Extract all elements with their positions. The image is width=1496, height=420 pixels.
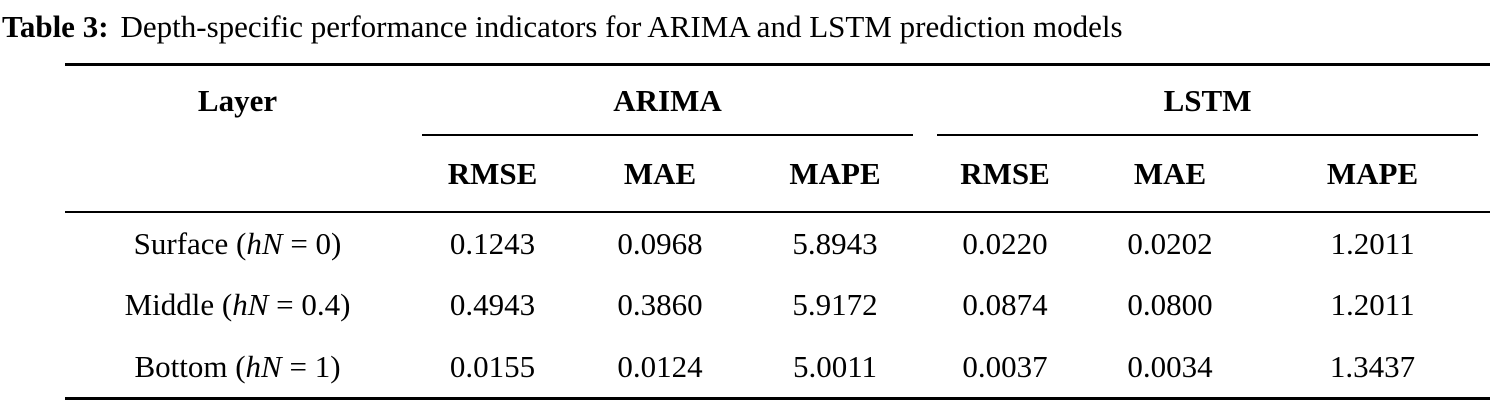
- value-cell: 0.0155: [410, 336, 575, 400]
- subheader-arima-rmse: RMSE: [410, 136, 575, 214]
- layer-text: Surface (: [133, 225, 247, 261]
- value-cell: 0.0124: [575, 336, 745, 400]
- value-cell: 0.0874: [962, 287, 1048, 323]
- value-cell: 1.3437: [1255, 336, 1491, 400]
- performance-table: Layer ARIMA LSTM RMSE MAE MAPE RMSE MAE …: [65, 62, 1491, 400]
- value-cell: 5.8943: [792, 225, 878, 261]
- subheader-arima-mae: MAE: [575, 136, 745, 214]
- layer-cell: Middle (hN = 0.4): [65, 274, 410, 336]
- subheader-lstm-rmse: RMSE: [925, 136, 1086, 214]
- layer-text: = 1): [281, 348, 341, 384]
- layer-cell: Bottom (hN = 1): [65, 336, 410, 400]
- value-cell: 0.0202: [1127, 225, 1213, 261]
- table-caption-text: Depth-specific performance indicators fo…: [120, 9, 1123, 44]
- value-cell: 0.0034: [1085, 336, 1256, 400]
- value-cell: 0.0800: [1127, 287, 1213, 323]
- value-cell: 5.0011: [745, 336, 926, 400]
- subheader-lstm-mape: MAPE: [1255, 136, 1491, 214]
- column-group-arima: ARIMA: [410, 62, 926, 137]
- math-var-hN: hN: [232, 287, 269, 323]
- group-header-row: Layer ARIMA LSTM: [65, 62, 1491, 137]
- lstm-cmidrule: [937, 134, 1479, 137]
- table-caption: Table 3: Depth-specific performance indic…: [0, 0, 1496, 47]
- table-caption-label: Table 3:: [2, 9, 109, 44]
- value-cell: 0.4943: [449, 287, 536, 323]
- table-row-bottom: Bottom (hN = 1) 0.0155 0.0124 5.0011 0.0…: [65, 336, 1491, 400]
- layer-text: Bottom (: [134, 348, 246, 384]
- value-cell: 1.2011: [1330, 225, 1415, 261]
- layer-text: = 0): [282, 225, 342, 261]
- table-row-surface: Surface (hN = 0) 0.1243 0.0968 5.8943 0.…: [65, 212, 1490, 274]
- value-cell: 1.2011: [1330, 287, 1415, 323]
- value-cell: 0.1243: [449, 225, 536, 261]
- arima-cmidrule: [422, 134, 914, 137]
- column-header-layer: Layer: [65, 62, 410, 137]
- subheader-arima-mape: MAPE: [745, 136, 926, 214]
- math-var-hN: hN: [246, 225, 283, 261]
- value-cell: 0.0968: [617, 225, 703, 261]
- column-group-lstm: LSTM: [925, 62, 1491, 137]
- layer-subheader-spacer: [65, 136, 410, 214]
- value-cell: 5.9172: [792, 287, 878, 323]
- value-cell: 0.0220: [962, 225, 1048, 261]
- subheader-lstm-mae: MAE: [1085, 136, 1256, 214]
- math-var-hN: hN: [245, 348, 282, 384]
- sub-header-row: RMSE MAE MAPE RMSE MAE MAPE: [65, 136, 1491, 214]
- layer-text: = 0.4): [268, 287, 351, 323]
- layer-text: Middle (: [124, 287, 233, 323]
- column-group-lstm-label: LSTM: [1163, 83, 1252, 118]
- value-cell: 0.3860: [617, 287, 703, 323]
- value-cell: 0.0037: [925, 336, 1086, 400]
- column-group-arima-label: ARIMA: [613, 83, 722, 118]
- table-row-middle: Middle (hN = 0.4) 0.4943 0.3860 5.9172 0…: [65, 274, 1490, 336]
- layer-cell: Surface (hN = 0): [65, 212, 410, 274]
